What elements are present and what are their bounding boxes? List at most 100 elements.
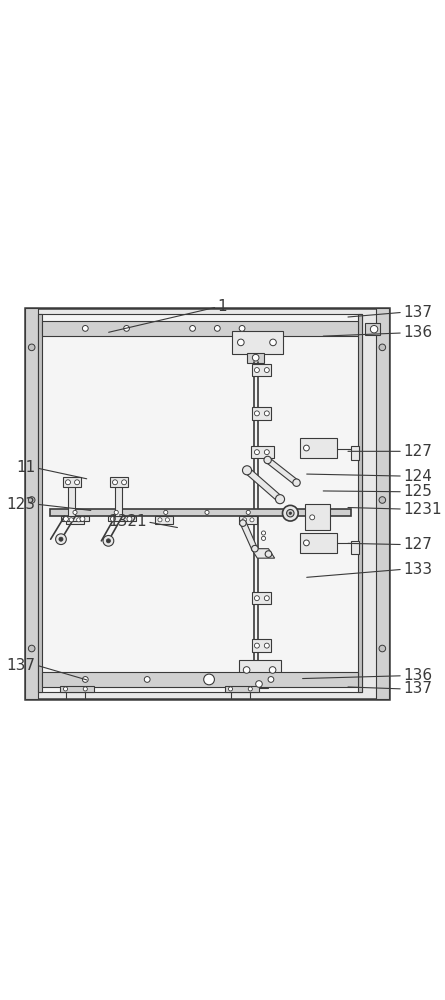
Text: 1231: 1231 <box>403 502 441 517</box>
Text: 127: 127 <box>403 444 432 459</box>
Circle shape <box>80 517 85 521</box>
Polygon shape <box>266 458 298 485</box>
Bar <box>351 541 359 554</box>
Bar <box>239 516 257 524</box>
Bar <box>252 364 271 376</box>
Circle shape <box>190 325 195 331</box>
Bar <box>251 679 267 688</box>
Circle shape <box>287 509 294 517</box>
Circle shape <box>264 643 269 648</box>
Circle shape <box>243 466 251 475</box>
Polygon shape <box>239 522 258 550</box>
Circle shape <box>310 515 315 520</box>
Circle shape <box>110 517 115 521</box>
Circle shape <box>121 480 126 485</box>
Circle shape <box>255 596 259 601</box>
Bar <box>60 686 93 692</box>
Circle shape <box>303 445 309 451</box>
Bar <box>42 321 358 336</box>
Circle shape <box>106 539 110 543</box>
Circle shape <box>239 520 246 526</box>
Circle shape <box>124 325 129 331</box>
Circle shape <box>283 505 298 521</box>
Bar <box>252 592 271 604</box>
Circle shape <box>262 536 266 540</box>
Circle shape <box>269 667 276 673</box>
Circle shape <box>265 551 272 557</box>
Bar <box>42 672 358 687</box>
Bar <box>38 314 42 692</box>
Bar <box>232 331 283 354</box>
Bar <box>225 686 259 692</box>
Text: 123: 123 <box>7 497 36 512</box>
Bar <box>252 639 271 652</box>
Bar <box>376 308 388 699</box>
Circle shape <box>293 479 300 486</box>
Circle shape <box>28 497 35 503</box>
Circle shape <box>127 517 132 521</box>
Circle shape <box>255 450 259 455</box>
Circle shape <box>255 368 259 373</box>
Circle shape <box>303 540 309 546</box>
Bar <box>69 482 75 516</box>
Circle shape <box>82 325 88 331</box>
Text: 11: 11 <box>16 460 36 475</box>
Circle shape <box>239 325 245 331</box>
Text: 136: 136 <box>403 668 432 683</box>
Text: 124: 124 <box>403 469 432 484</box>
Bar <box>50 509 352 516</box>
Circle shape <box>255 411 259 416</box>
Circle shape <box>164 510 168 514</box>
Circle shape <box>264 411 269 416</box>
Circle shape <box>75 480 80 485</box>
Text: 127: 127 <box>403 537 432 552</box>
Bar <box>305 504 330 530</box>
Circle shape <box>250 518 254 522</box>
Bar <box>109 477 128 487</box>
Circle shape <box>144 677 150 682</box>
Circle shape <box>264 368 269 373</box>
Bar <box>247 353 264 363</box>
Circle shape <box>255 643 259 648</box>
Circle shape <box>83 687 87 691</box>
Circle shape <box>256 681 262 687</box>
Circle shape <box>64 517 69 521</box>
Circle shape <box>379 645 386 652</box>
Bar <box>115 482 122 516</box>
Text: 137: 137 <box>403 305 432 320</box>
Circle shape <box>275 495 284 504</box>
Bar <box>251 446 274 458</box>
Circle shape <box>77 518 81 522</box>
Circle shape <box>204 674 214 685</box>
Circle shape <box>205 510 209 514</box>
Bar <box>66 516 84 524</box>
Circle shape <box>82 677 88 682</box>
Text: 125: 125 <box>403 484 432 499</box>
Bar <box>63 477 81 487</box>
Circle shape <box>251 545 258 552</box>
Bar <box>61 516 89 521</box>
Bar <box>25 308 388 699</box>
Circle shape <box>166 518 170 522</box>
Circle shape <box>264 596 269 601</box>
Bar <box>252 407 271 420</box>
Circle shape <box>270 339 276 346</box>
Bar <box>38 314 362 692</box>
Circle shape <box>246 510 251 514</box>
Bar <box>154 516 173 524</box>
Circle shape <box>228 687 233 691</box>
Circle shape <box>243 518 247 522</box>
Circle shape <box>370 325 378 333</box>
Circle shape <box>114 510 118 514</box>
Circle shape <box>28 344 35 351</box>
Circle shape <box>243 667 250 673</box>
Bar <box>358 314 362 692</box>
Circle shape <box>158 518 162 522</box>
Polygon shape <box>245 468 282 502</box>
Circle shape <box>113 480 117 485</box>
Bar <box>25 308 38 699</box>
Bar <box>108 516 136 521</box>
Circle shape <box>252 354 259 361</box>
Circle shape <box>379 497 386 503</box>
Text: 1321: 1321 <box>109 514 147 529</box>
